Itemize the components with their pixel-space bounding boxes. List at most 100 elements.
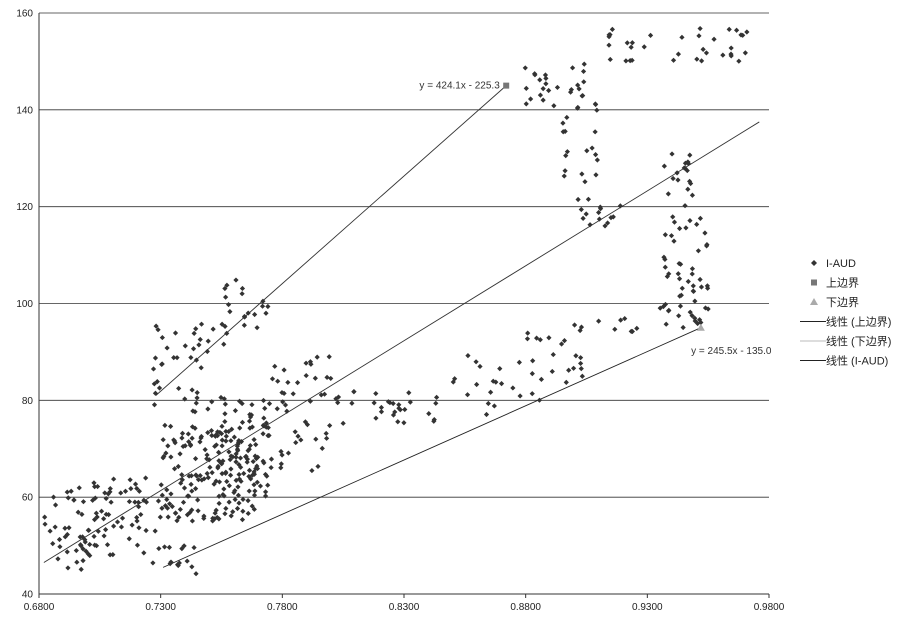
data-point-i-aud xyxy=(220,492,226,498)
data-point-i-aud xyxy=(198,365,204,371)
data-point-i-aud xyxy=(211,481,217,487)
data-point-i-aud xyxy=(136,525,142,531)
y-tick-label: 160 xyxy=(16,9,33,20)
data-point-i-aud xyxy=(216,449,222,455)
data-point-i-aud xyxy=(206,457,212,463)
data-point-i-aud xyxy=(676,225,683,232)
y-tick-label: 60 xyxy=(22,493,34,504)
data-point-i-aud xyxy=(52,524,58,530)
data-point-i-aud xyxy=(241,322,247,328)
data-point-i-aud xyxy=(679,34,685,40)
data-point-i-aud xyxy=(168,454,174,460)
data-point-i-aud xyxy=(102,490,108,496)
data-point-i-aud xyxy=(152,355,159,361)
data-point-i-aud xyxy=(246,467,253,473)
data-point-i-aud xyxy=(568,86,574,93)
data-point-i-aud xyxy=(697,276,703,283)
data-point-i-aud xyxy=(240,496,246,503)
data-point-i-aud xyxy=(587,222,593,228)
data-point-i-aud xyxy=(174,355,180,361)
data-point-i-aud xyxy=(675,51,682,57)
data-point-i-aud xyxy=(106,512,112,518)
data-point-i-aud xyxy=(607,56,613,63)
data-point-i-aud xyxy=(65,495,71,501)
data-point-i-aud xyxy=(164,487,170,493)
data-point-i-aud xyxy=(64,489,70,495)
data-point-i-aud xyxy=(690,283,696,289)
data-point-i-aud xyxy=(516,359,522,366)
legend-item: 上边界 xyxy=(811,277,859,290)
data-point-i-aud xyxy=(219,461,225,467)
data-point-i-aud xyxy=(225,301,232,308)
data-point-i-aud xyxy=(101,533,107,539)
data-point-i-aud xyxy=(62,534,68,540)
data-point-i-aud xyxy=(181,485,188,491)
data-point-i-aud xyxy=(679,285,685,291)
data-point-i-aud xyxy=(118,524,125,530)
data-point-i-aud xyxy=(675,271,681,277)
data-point-i-aud xyxy=(234,446,241,452)
data-point-i-aud xyxy=(201,476,207,482)
data-point-i-aud xyxy=(193,571,199,577)
data-point-i-aud xyxy=(186,473,192,479)
data-point-i-aud xyxy=(194,473,200,479)
legend-label: 线性 (下边界) xyxy=(826,334,891,348)
data-point-i-aud xyxy=(80,558,86,564)
data-point-i-aud xyxy=(208,428,215,434)
data-point-i-aud xyxy=(561,337,568,344)
data-point-i-aud xyxy=(141,550,147,556)
data-point-i-aud xyxy=(596,216,603,222)
data-point-i-aud xyxy=(551,103,557,109)
data-point-i-aud xyxy=(538,376,544,382)
data-point-i-aud xyxy=(295,433,301,439)
data-point-i-aud xyxy=(573,353,579,359)
data-point-i-aud xyxy=(260,397,267,404)
data-point-i-aud xyxy=(175,562,181,569)
data-point-i-aud xyxy=(728,51,734,57)
data-point-i-aud xyxy=(192,456,199,462)
data-point-i-aud xyxy=(73,547,79,554)
data-point-i-aud xyxy=(232,408,238,414)
data-point-i-aud xyxy=(687,218,693,224)
data-point-i-aud xyxy=(214,514,220,521)
data-point-i-aud xyxy=(328,375,334,382)
data-point-i-aud xyxy=(134,485,140,492)
data-point-i-aud xyxy=(228,453,234,459)
data-point-i-aud xyxy=(575,196,581,203)
data-point-i-aud xyxy=(232,496,238,503)
x-tick-label: 0.8300 xyxy=(389,602,420,613)
data-point-i-aud xyxy=(622,315,628,322)
data-point-i-aud xyxy=(641,44,647,50)
data-point-i-aud xyxy=(228,438,234,444)
data-point-i-aud xyxy=(662,264,668,270)
data-point-i-aud xyxy=(694,221,700,227)
data-point-i-aud xyxy=(594,107,600,113)
data-point-i-aud xyxy=(687,178,693,184)
legend-label: 线性 (上边界) xyxy=(826,315,891,329)
data-point-i-aud xyxy=(226,449,232,455)
data-point-i-aud xyxy=(612,326,618,332)
legend-item: 下边界 xyxy=(810,296,859,309)
data-point-i-aud xyxy=(378,404,384,411)
data-point-i-aud xyxy=(574,105,581,111)
data-point-i-aud xyxy=(193,326,199,332)
data-point-i-aud xyxy=(189,435,195,441)
data-point-i-aud xyxy=(392,409,398,415)
data-point-i-aud xyxy=(105,491,111,497)
data-point-lower-bound xyxy=(696,323,705,331)
data-point-i-aud xyxy=(711,36,717,42)
data-point-i-aud xyxy=(452,376,458,382)
data-point-i-aud xyxy=(681,165,687,171)
data-point-i-aud xyxy=(662,301,669,308)
data-point-i-aud xyxy=(564,114,570,121)
data-point-i-aud xyxy=(227,309,233,315)
data-point-i-aud xyxy=(522,65,528,71)
data-point-i-aud xyxy=(583,211,589,217)
data-point-i-aud xyxy=(189,424,196,430)
data-point-i-aud xyxy=(321,391,328,397)
data-point-i-aud xyxy=(245,310,251,316)
data-point-i-aud xyxy=(689,266,696,272)
data-point-i-aud xyxy=(263,420,269,426)
data-point-i-aud xyxy=(107,489,113,495)
data-point-i-aud xyxy=(464,392,471,398)
